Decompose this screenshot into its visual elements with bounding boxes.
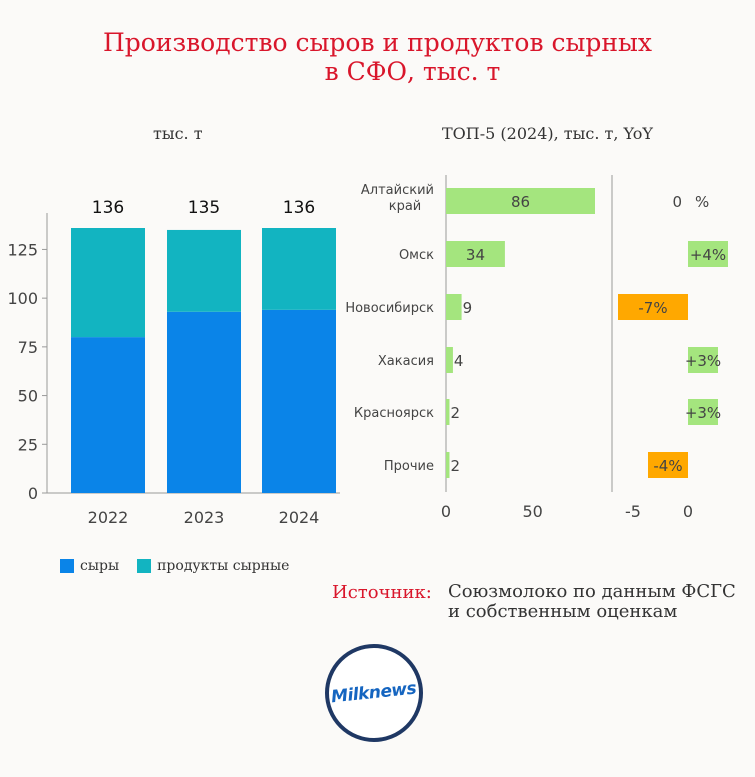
yoy-value-label: -4% [653,457,682,475]
bar-total-label: 136 [283,198,315,218]
bar-total-label: 136 [92,198,124,218]
bar-total-label: 135 [188,198,220,218]
legend-swatch-cheese [60,559,74,573]
top5-volume-chart: 86 Алтайский край 34 Омск 9 Новосибирск 4 Хакаси… [345,175,595,521]
category-label: Омск [399,248,434,263]
legend-item-cheese: сыры [60,558,119,574]
right-chart-subtitle: ТОП-5 (2024), тыс. т, YoY [442,124,653,143]
title-line-1: Производство сыров и продуктов сырных [102,28,653,57]
legend-swatch-cheese-products [137,559,152,573]
y-tick-label: 100 [7,289,38,308]
yoy-unit-label: % [695,193,709,211]
y-tick-label: 25 [18,435,38,454]
source-text: Союзмолоко по данным ФСГС и собственным … [448,581,736,622]
bar-segment-cheese-products [167,229,241,312]
bar-segment-cheese-products [262,228,336,310]
x-tick-label: 0 [441,502,451,521]
x-tick-label: 50 [522,502,542,521]
volume-value-label: 9 [463,299,473,317]
bar-segment-cheese-products [71,228,145,338]
logo-text: Milknews [330,678,418,708]
bar-segment-cheese [167,311,241,493]
category-label-line: край [389,199,422,214]
x-tick-label: 0 [683,502,693,521]
volume-value-label: 34 [466,246,485,264]
stacked-bar-chart: 0 25 50 75 100 125 136 2022 135 2023 136 2024 [7,198,340,527]
milknews-logo: Milknews [325,644,423,742]
y-tick-label: 0 [28,484,38,503]
yoy-positive-bar [688,241,728,267]
volume-bar [446,188,595,214]
yoy-positive-bar [688,399,718,425]
y-tick-label: 50 [18,387,38,406]
legend: сыры продукты сырные [60,558,307,574]
x-tick-label: -5 [625,502,641,521]
bar-segment-cheese [71,337,145,493]
y-tick-label: 75 [18,338,38,357]
category-label: Новосибирск [345,301,434,316]
volume-bar [446,452,450,478]
bar-segment-cheese [262,309,336,493]
yoy-negative-bar [648,452,688,478]
title-line-2: в СФО, тыс. т [324,57,501,86]
volume-value-label: 2 [450,457,460,475]
category-label: Алтайский край [361,183,434,214]
volume-value-label: 4 [454,352,464,370]
volume-bar [446,347,453,373]
volume-value-label: 86 [511,193,530,211]
chart-title: Производство сыров и продуктов сырных в … [0,28,755,86]
yoy-negative-bar [618,294,688,320]
yoy-change-chart: 0 % +4% -7% +3% +3% -4% -5 0 [611,175,728,521]
category-label: Хакасия [378,354,434,369]
volume-bar [446,399,450,425]
volume-value-label: 2 [450,404,460,422]
yoy-value-label: 0 [672,193,682,211]
yoy-positive-bar [688,347,718,373]
x-tick-label: 2022 [88,508,129,527]
category-label: Красноярск [354,406,434,421]
legend-label-cheese: сыры [80,558,120,574]
source-label: Источник: [332,582,432,603]
volume-bar [446,294,462,320]
category-label-line: Алтайский [361,183,434,198]
yoy-value-label: +4% [690,246,726,264]
x-tick-label: 2023 [184,508,225,527]
y-tick-label: 125 [7,240,38,259]
x-tick-label: 2024 [279,508,320,527]
legend-label-cheese-products: продукты сырные [157,558,290,574]
yoy-value-label: -7% [638,299,667,317]
category-label: Прочие [384,459,434,474]
legend-item-cheese-products: продукты сырные [137,558,289,574]
volume-bar [446,241,505,267]
left-chart-subtitle: тыс. т [153,124,203,143]
yoy-value-label: +3% [685,352,721,370]
yoy-value-label: +3% [685,404,721,422]
